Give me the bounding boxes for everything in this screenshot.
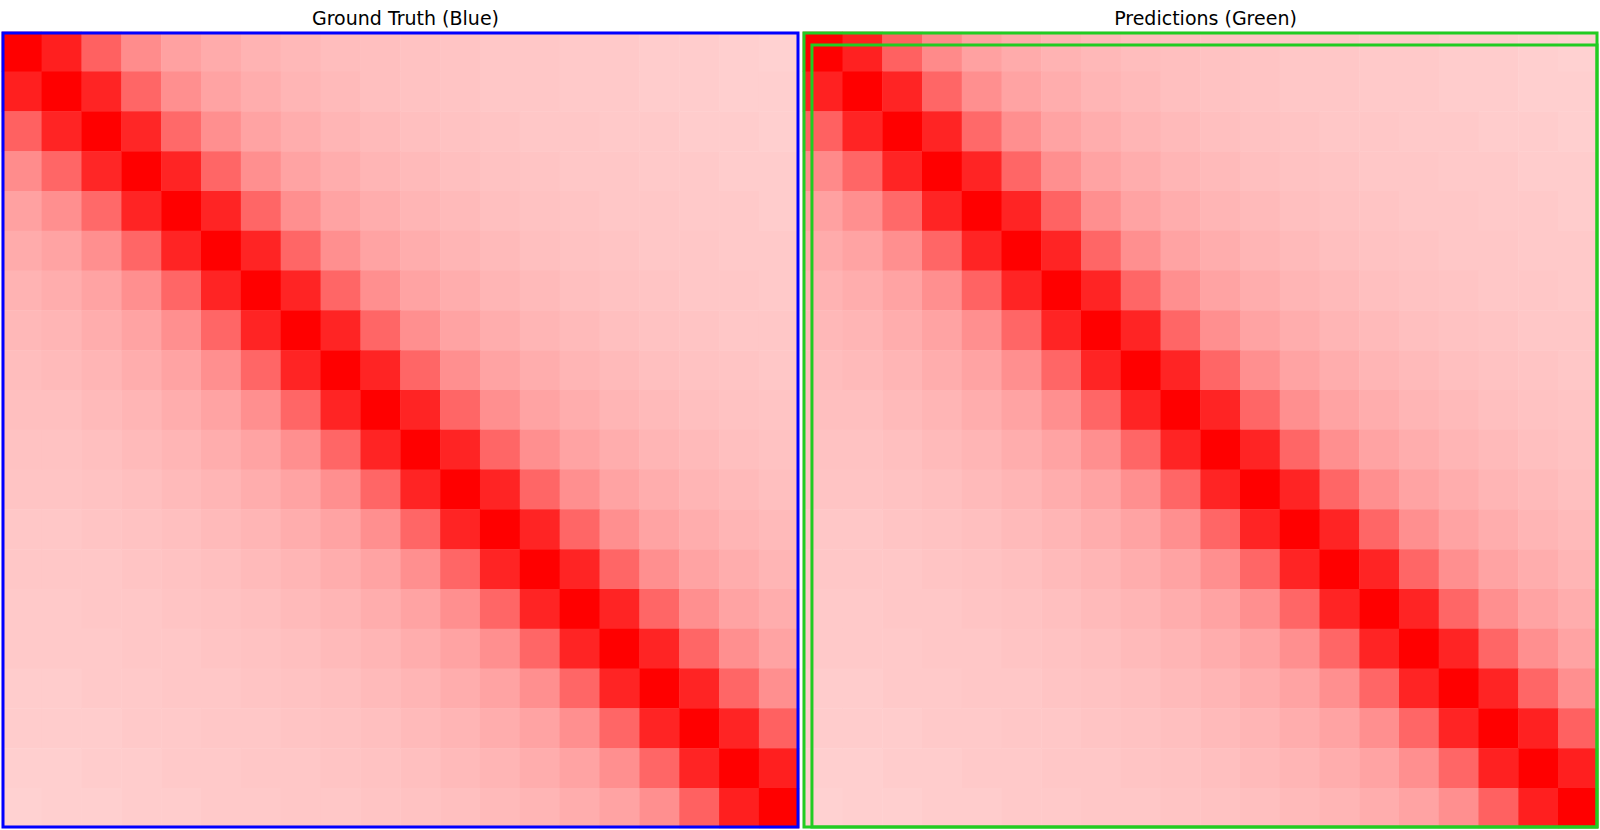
svg-text:Ground Truth (Blue): Ground Truth (Blue) <box>312 7 499 29</box>
svg-text:Predictions (Green): Predictions (Green) <box>1114 7 1297 29</box>
